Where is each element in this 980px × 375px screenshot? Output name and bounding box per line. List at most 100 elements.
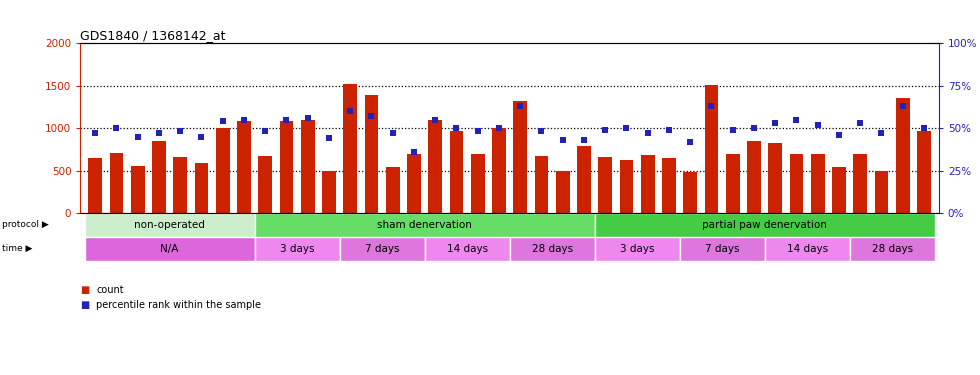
Bar	[216, 128, 229, 213]
Point	[725, 127, 741, 133]
Text: 3 days: 3 days	[619, 244, 655, 254]
Text: 3 days: 3 days	[280, 244, 315, 254]
Point	[151, 130, 167, 136]
Bar	[450, 132, 464, 213]
Point	[704, 103, 719, 109]
Point	[172, 129, 188, 135]
Bar	[874, 171, 889, 213]
Bar	[790, 154, 804, 213]
Bar	[301, 120, 315, 213]
Bar	[747, 141, 760, 213]
Point	[534, 129, 550, 135]
Bar	[340, 237, 424, 261]
Point	[449, 125, 465, 131]
Bar	[683, 172, 697, 213]
Bar	[365, 95, 378, 213]
Point	[640, 130, 656, 136]
Point	[406, 149, 421, 155]
Bar	[768, 142, 782, 213]
Point	[321, 135, 337, 141]
Point	[469, 129, 485, 135]
Text: ■: ■	[80, 285, 89, 295]
Bar	[662, 158, 676, 213]
Point	[853, 120, 868, 126]
Bar	[679, 237, 764, 261]
Bar	[492, 128, 506, 213]
Bar	[854, 154, 867, 213]
Text: protocol ▶: protocol ▶	[2, 220, 49, 230]
Text: partial paw denervation: partial paw denervation	[702, 220, 827, 230]
Point	[662, 127, 677, 133]
Bar	[832, 167, 846, 213]
Point	[109, 125, 124, 131]
Point	[555, 137, 570, 143]
Bar	[619, 160, 633, 213]
Bar	[556, 171, 569, 213]
Text: ■: ■	[80, 300, 89, 310]
Bar	[343, 84, 357, 213]
Point	[682, 139, 698, 145]
Point	[236, 117, 252, 123]
Point	[258, 129, 273, 135]
Point	[873, 130, 889, 136]
Point	[831, 132, 847, 138]
Bar	[577, 146, 591, 213]
Text: 28 days: 28 days	[871, 244, 912, 254]
Bar	[259, 156, 272, 213]
Bar	[424, 237, 510, 261]
Bar	[152, 141, 166, 213]
Bar	[534, 156, 549, 213]
Bar	[470, 154, 485, 213]
Bar	[510, 237, 595, 261]
Bar	[810, 154, 824, 213]
Point	[278, 117, 294, 123]
Text: GDS1840 / 1368142_at: GDS1840 / 1368142_at	[80, 29, 225, 42]
Text: 28 days: 28 days	[531, 244, 572, 254]
Text: time ▶: time ▶	[2, 244, 32, 253]
Point	[87, 130, 103, 136]
Point	[130, 134, 146, 140]
Point	[491, 125, 507, 131]
Point	[427, 117, 443, 123]
Bar	[595, 237, 679, 261]
Point	[618, 125, 634, 131]
Bar	[599, 157, 612, 213]
Bar	[195, 163, 209, 213]
Point	[809, 122, 825, 128]
Bar	[705, 85, 718, 213]
Text: 14 days: 14 days	[447, 244, 488, 254]
Point	[194, 134, 210, 140]
Point	[364, 113, 379, 119]
Bar	[917, 132, 931, 213]
Point	[916, 125, 932, 131]
Bar	[514, 101, 527, 213]
Bar	[279, 121, 293, 213]
Point	[576, 137, 592, 143]
Text: 14 days: 14 days	[787, 244, 828, 254]
Point	[385, 130, 401, 136]
Bar	[237, 121, 251, 213]
Bar	[255, 213, 595, 237]
Bar	[764, 237, 850, 261]
Point	[215, 118, 230, 124]
Bar	[110, 153, 123, 213]
Text: percentile rank within the sample: percentile rank within the sample	[96, 300, 261, 310]
Bar	[428, 120, 442, 213]
Bar	[641, 155, 655, 213]
Point	[767, 120, 783, 126]
Point	[746, 125, 761, 131]
Bar	[595, 213, 935, 237]
Text: 7 days: 7 days	[365, 244, 400, 254]
Point	[342, 108, 358, 114]
Text: N/A: N/A	[161, 244, 178, 254]
Bar	[322, 171, 336, 213]
Bar	[255, 237, 340, 261]
Point	[598, 127, 613, 133]
Text: count: count	[96, 285, 123, 295]
Point	[895, 103, 910, 109]
Bar	[407, 154, 420, 213]
Bar	[386, 167, 400, 213]
Text: 7 days: 7 days	[705, 244, 739, 254]
Bar	[173, 157, 187, 213]
Bar	[84, 237, 255, 261]
